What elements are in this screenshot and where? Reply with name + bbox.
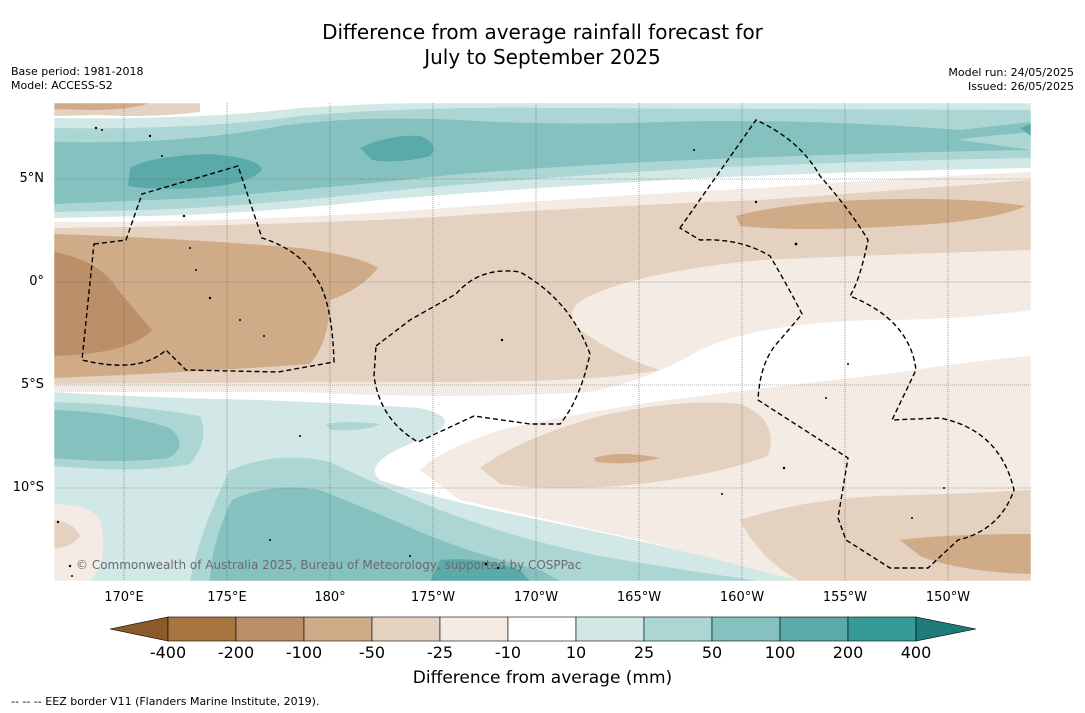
colorbar-extend-low [109, 616, 169, 642]
latitude-label: 5°N [19, 171, 45, 186]
latitude-label: 0° [29, 274, 44, 289]
longitude-label: 165°W [616, 590, 662, 605]
eez-borders [81, 119, 1015, 569]
longitude-label: 150°W [925, 590, 971, 605]
contour-region [360, 135, 434, 162]
contour-region [1020, 124, 1031, 136]
colorbar-segment [235, 616, 305, 642]
colorbar-tick-label: 25 [633, 643, 655, 662]
colorbar-label: Difference from average (mm) [412, 668, 673, 688]
contour-region [54, 410, 180, 461]
map-title: Difference from average rainfall forecas… [0, 20, 1085, 70]
issued-date: Issued: 26/05/2025 [967, 80, 1074, 93]
longitude-label: 180° [314, 590, 346, 605]
latitude-label: 5°S [20, 377, 44, 392]
colorbar-segment [779, 616, 849, 642]
longitude-label: 175°E [207, 590, 247, 605]
metadata-right: Model run: 24/05/2025 Issued: 26/05/2025 [948, 66, 1074, 94]
contour-region [326, 422, 380, 431]
title-line-1: Difference from average rainfall forecas… [322, 20, 763, 44]
colorbar-tick-label: -25 [426, 643, 454, 662]
copyright-text: © Commonwealth of Australia 2025, Bureau… [76, 558, 582, 572]
title-line-2: July to September 2025 [424, 45, 661, 69]
map-frame [53, 102, 1032, 582]
islands [56, 126, 945, 577]
colorbar-tick-label: -200 [217, 643, 255, 662]
colorbar-segment [371, 616, 441, 642]
metadata-left: Base period: 1981-2018 Model: ACCESS-S2 [11, 65, 143, 93]
contour-region [210, 487, 560, 581]
contour-region [54, 103, 150, 110]
contour-region [54, 118, 1031, 204]
colorbar [109, 616, 977, 642]
colorbar-segment [575, 616, 645, 642]
contour-region [900, 534, 1031, 574]
colorbar-extend-high [915, 616, 977, 642]
longitude-label: 155°W [822, 590, 868, 605]
colorbar-tick-label: 400 [900, 643, 932, 662]
longitude-label: 170°E [104, 590, 144, 605]
longitude-label: 160°W [719, 590, 765, 605]
colorbar-segment [507, 616, 577, 642]
model-run: Model run: 24/05/2025 [948, 66, 1074, 79]
colorbar-tick-label: 50 [701, 643, 723, 662]
colorbar-segment [439, 616, 509, 642]
colorbar-tick-label: -400 [149, 643, 187, 662]
colorbar-tick-label: -100 [285, 643, 323, 662]
colorbar-tick-label: 200 [832, 643, 864, 662]
eez-border [373, 270, 591, 443]
base-period: Base period: 1981-2018 [11, 65, 144, 78]
colorbar-tick-label: -50 [358, 643, 386, 662]
eez-border [678, 119, 1015, 569]
colorbar-segment [847, 616, 917, 642]
eez-border [81, 165, 335, 373]
contour-region [54, 234, 378, 378]
contour-region [54, 252, 152, 356]
contour-region [430, 559, 530, 581]
colorbar-tick-label: 100 [764, 643, 796, 662]
contour-region [594, 454, 660, 464]
colorbar-tick-label: 10 [565, 643, 587, 662]
model-name: Model: ACCESS-S2 [11, 79, 113, 92]
colorbar-segment [167, 616, 237, 642]
latitude-label: 10°S [12, 480, 44, 495]
colorbar-segment [711, 616, 781, 642]
map-panel [54, 103, 1031, 581]
contour-region [736, 198, 1026, 229]
colorbar-segment [303, 616, 373, 642]
eez-legend-note: -- -- -- EEZ border V11 (Flanders Marine… [11, 695, 320, 708]
colorbar-tick-label: -10 [494, 643, 522, 662]
longitude-label: 175°W [410, 590, 456, 605]
contour-region [480, 402, 771, 488]
graticule [54, 103, 1031, 581]
contour-region [128, 154, 262, 189]
longitude-label: 170°W [513, 590, 559, 605]
contour-region [54, 520, 80, 548]
colorbar-segment [643, 616, 713, 642]
